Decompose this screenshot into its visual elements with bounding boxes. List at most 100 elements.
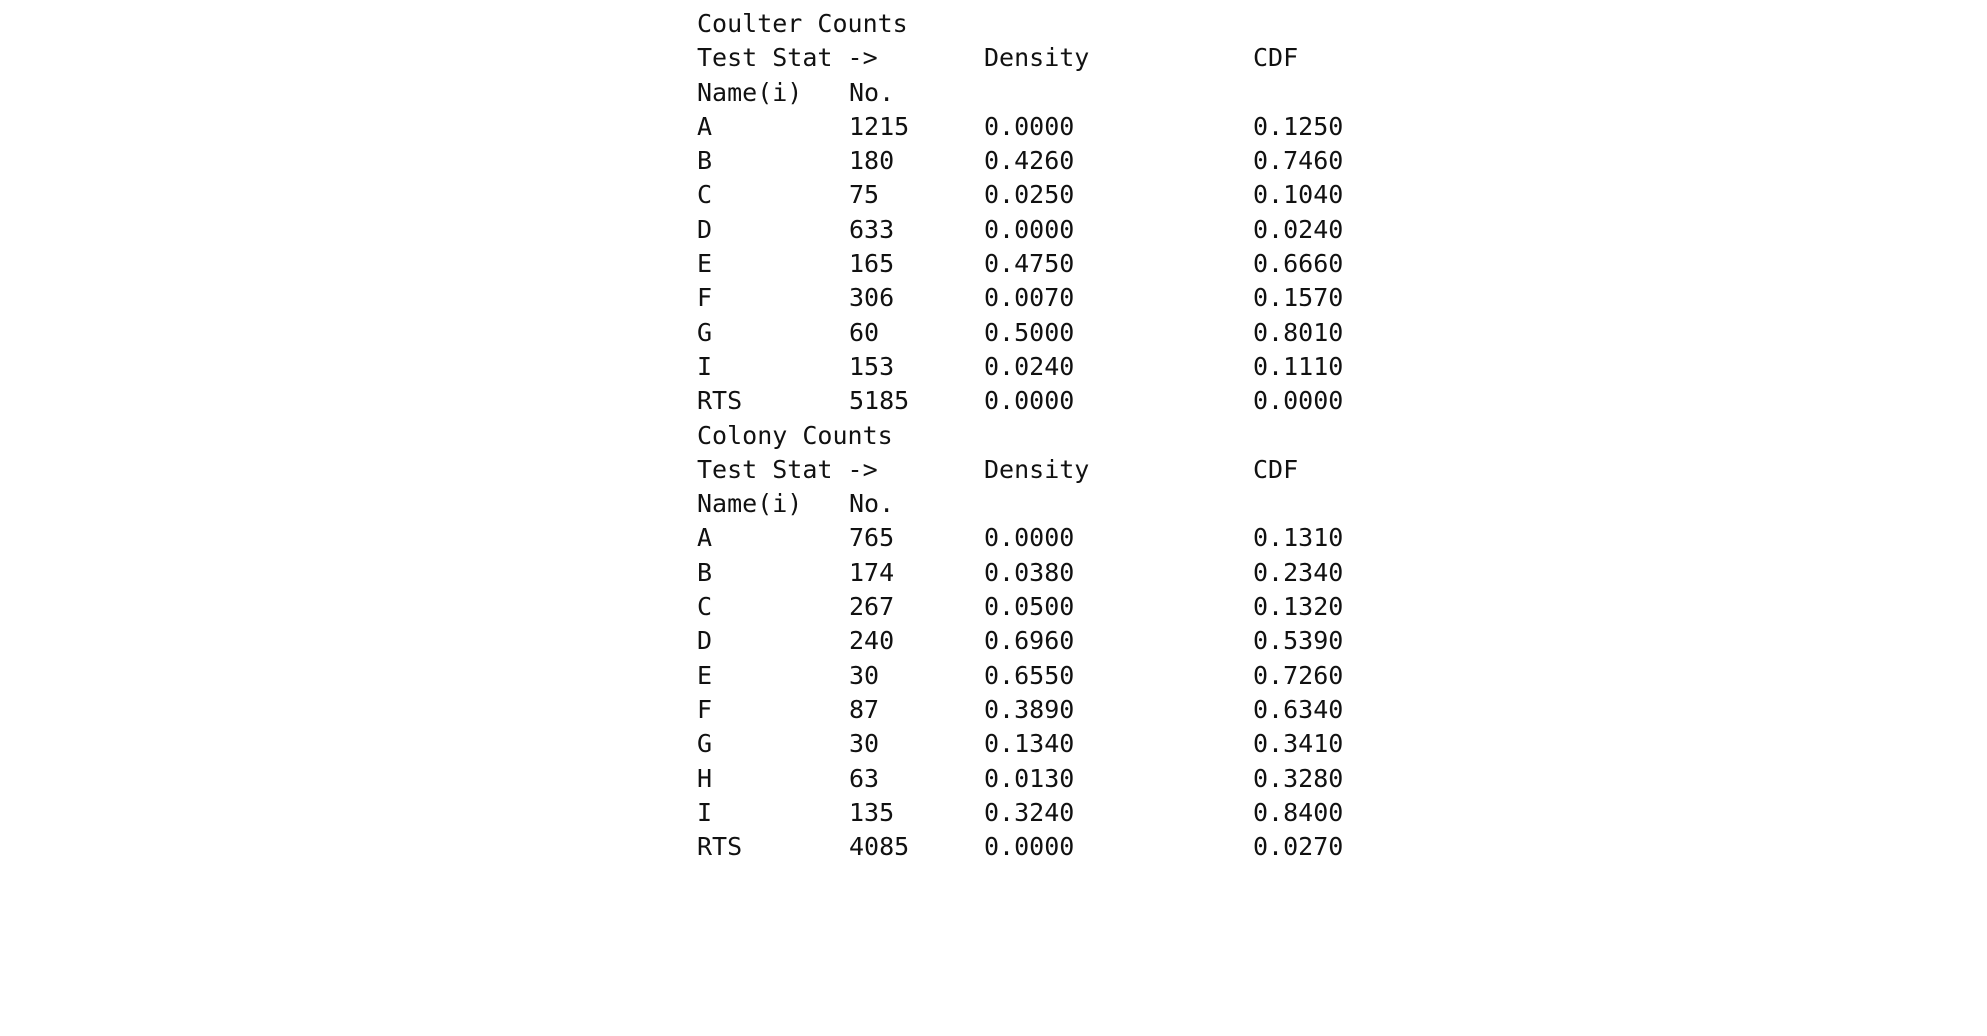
row-cdf: 0.7460 [1253, 146, 1344, 176]
row-name: G [697, 317, 713, 347]
table-row: C 75 0.0250 0.1040 [697, 178, 1343, 212]
row-count: 765 [849, 523, 895, 553]
table-row: B 174 0.0380 0.2340 [697, 556, 1343, 590]
row-cdf: 0.1040 [1253, 180, 1344, 210]
row-count: 87 [849, 694, 880, 724]
table-row: G 60 0.5000 0.8010 [697, 316, 1343, 350]
table-row: E 30 0.6550 0.7260 [697, 659, 1343, 693]
row-cdf: 0.1570 [1253, 283, 1344, 313]
row-cdf: 0.0000 [1253, 386, 1344, 416]
row-name: G [697, 729, 713, 759]
table-row: I 153 0.0240 0.1110 [697, 350, 1343, 384]
header-row-name: Name(i) No. [697, 487, 894, 521]
cdf-column-header: CDF [1253, 43, 1299, 73]
row-density: 0.0000 [984, 386, 1075, 416]
row-name: F [697, 694, 713, 724]
row-cdf: 0.3280 [1253, 763, 1344, 793]
row-cdf: 0.3410 [1253, 729, 1344, 759]
no-column-header: No. [849, 489, 895, 519]
row-count: 240 [849, 626, 895, 656]
row-count: 30 [849, 729, 880, 759]
row-name: RTS [697, 386, 743, 416]
row-density: 0.3890 [984, 694, 1075, 724]
table-row: G 30 0.1340 0.3410 [697, 727, 1343, 761]
row-density: 0.4260 [984, 146, 1075, 176]
row-count: 63 [849, 763, 880, 793]
name-column-header: Name(i) [697, 489, 803, 519]
row-density: 0.0380 [984, 557, 1075, 587]
row-density: 0.0130 [984, 763, 1075, 793]
row-cdf: 0.5390 [1253, 626, 1344, 656]
row-density: 0.5000 [984, 317, 1075, 347]
row-density: 0.0000 [984, 832, 1075, 862]
table-row: B 180 0.4260 0.7460 [697, 144, 1343, 178]
row-cdf: 0.7260 [1253, 660, 1344, 690]
row-cdf: 0.2340 [1253, 557, 1344, 587]
test-stat-label: Test Stat -> [697, 43, 878, 73]
row-cdf: 0.0240 [1253, 214, 1344, 244]
row-name: RTS [697, 832, 743, 862]
row-density: 0.0500 [984, 592, 1075, 622]
row-name: A [697, 523, 713, 553]
header-row-name: Name(i) No. [697, 76, 894, 110]
row-cdf: 0.0270 [1253, 832, 1344, 862]
name-column-header: Name(i) [697, 77, 803, 107]
row-count: 180 [849, 146, 895, 176]
row-density: 0.0000 [984, 214, 1075, 244]
row-count: 174 [849, 557, 895, 587]
row-density: 0.0070 [984, 283, 1075, 313]
row-count: 165 [849, 249, 895, 279]
row-cdf: 0.8400 [1253, 797, 1344, 827]
row-name: F [697, 283, 713, 313]
row-name: B [697, 146, 713, 176]
no-column-header: No. [849, 77, 895, 107]
section-coulter-counts: Coulter Counts Test Stat -> Density CD F … [697, 7, 1343, 419]
section-colony-counts: Colony Counts Test Stat -> Density CDF N… [697, 419, 1343, 865]
row-density: 0.6960 [984, 626, 1075, 656]
row-name: I [697, 351, 713, 381]
table-row: A 765 0.0000 0.1310 [697, 521, 1343, 555]
row-name: A [697, 111, 713, 141]
table-row: E 165 0.4750 0.6660 [697, 247, 1343, 281]
row-density: 0.0250 [984, 180, 1075, 210]
row-cdf: 0.6340 [1253, 694, 1344, 724]
row-cdf: 0.1310 [1253, 523, 1344, 553]
table-row: D 240 0.6960 0.5390 [697, 624, 1343, 658]
row-density: 0.0240 [984, 351, 1075, 381]
row-name: I [697, 797, 713, 827]
row-name: D [697, 214, 713, 244]
row-name: H [697, 763, 713, 793]
row-count: 60 [849, 317, 880, 347]
row-name: B [697, 557, 713, 587]
section-title: Coulter Counts [697, 7, 908, 41]
header-row-test-stat: Test Stat -> Density CDF [697, 453, 1298, 487]
row-density: 0.4750 [984, 249, 1075, 279]
row-count: 633 [849, 214, 895, 244]
row-cdf: 0.1110 [1253, 351, 1344, 381]
row-count: 1215 [849, 111, 910, 141]
row-cdf: 0.1320 [1253, 592, 1344, 622]
row-count: 30 [849, 660, 880, 690]
density-column-header: Density [984, 43, 1090, 73]
row-count: 153 [849, 351, 895, 381]
section-title: Colony Counts [697, 419, 893, 453]
density-column-header: Density [984, 454, 1090, 484]
row-count: 306 [849, 283, 895, 313]
row-name: E [697, 660, 713, 690]
statistics-output: Coulter Counts Test Stat -> Density CDF … [697, 7, 1343, 865]
header-row-test-stat: Test Stat -> Density CDF [697, 41, 1298, 75]
row-name: E [697, 249, 713, 279]
section-title-text: Coulter Counts [697, 9, 908, 38]
table-row: C 267 0.0500 0.1320 [697, 590, 1343, 624]
table-row: RTS 5185 0.0000 0.0000 [697, 384, 1343, 418]
table-row: F 87 0.3890 0.6340 [697, 693, 1343, 727]
row-density: 0.0000 [984, 523, 1075, 553]
row-name: C [697, 592, 713, 622]
table-row: F 306 0.0070 0.1570 [697, 281, 1343, 315]
row-name: C [697, 180, 713, 210]
row-count: 75 [849, 180, 880, 210]
table-row: D 633 0.0000 0.0240 [697, 213, 1343, 247]
row-name: D [697, 626, 713, 656]
row-cdf: 0.6660 [1253, 249, 1344, 279]
test-stat-label: Test Stat -> [697, 454, 878, 484]
